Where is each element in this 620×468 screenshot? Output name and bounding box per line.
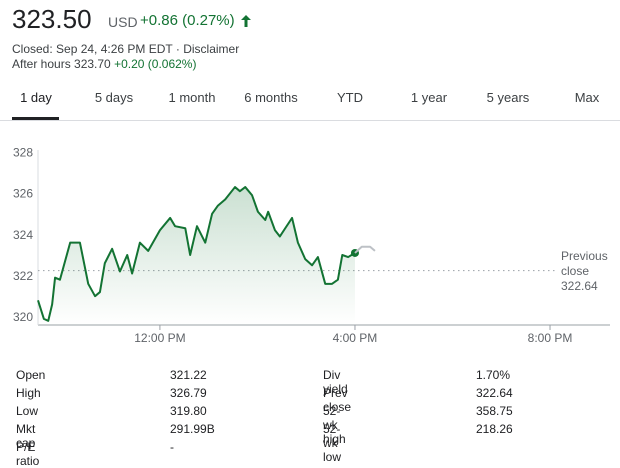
stat-value: 1.70%: [476, 368, 511, 382]
stat-value: 319.80: [170, 404, 207, 418]
range-tab[interactable]: 6 months: [244, 90, 298, 105]
stat-label: Div yield: [323, 368, 348, 396]
y-tick-label: 320: [13, 310, 33, 324]
price-change: +0.86 (0.27%): [140, 12, 235, 29]
stat-label: Prev close: [323, 386, 352, 414]
after-hours-price: After hours 323.70: [12, 57, 111, 71]
previous-close-label: Previous close 322.64: [561, 249, 617, 294]
x-tick-label: 8:00 PM: [528, 331, 573, 345]
stat-label: Open: [16, 368, 46, 382]
stat-label: Mkt cap: [16, 422, 36, 450]
after-hours: After hours 323.70 +0.20 (0.062%): [12, 57, 196, 71]
stat-label: 52-wk low: [323, 422, 342, 464]
y-tick-label: 326: [13, 187, 33, 201]
x-tick-label: 4:00 PM: [333, 331, 378, 345]
x-tick-label: 12:00 PM: [134, 331, 185, 345]
closed-info: Closed: Sep 24, 4:26 PM EDT · Disclaimer: [12, 42, 240, 56]
stat-label: Low: [16, 404, 39, 418]
stat-value: 322.64: [476, 386, 513, 400]
range-tab[interactable]: YTD: [337, 90, 363, 105]
range-tab[interactable]: 1 year: [410, 90, 448, 105]
currency: USD: [108, 14, 138, 30]
y-tick-label: 328: [13, 145, 33, 159]
range-tabs: 1 day 5 days 1 month 6 months YTD 1 year 5 yea…: [0, 80, 620, 121]
previous-close-text: Previous close: [561, 249, 608, 278]
range-tab[interactable]: 5 days: [94, 90, 134, 105]
price-line: [37, 186, 356, 322]
range-tab[interactable]: 5 years: [486, 90, 530, 105]
stat-label: 52-wk high: [323, 404, 346, 446]
up-arrow-icon: [241, 15, 251, 27]
after-hours-change: +0.20 (0.062%): [114, 57, 197, 71]
stat-value: 326.79: [170, 386, 207, 400]
y-tick-label: 322: [13, 269, 33, 283]
active-tab-underline: [12, 117, 59, 120]
range-tab[interactable]: Max: [574, 90, 600, 105]
range-tab[interactable]: 1 day: [20, 90, 52, 105]
area-fill: [38, 187, 355, 325]
range-tab[interactable]: 1 month: [168, 90, 216, 105]
stat-value: -: [170, 440, 174, 454]
stat-value: 291.99B: [170, 422, 215, 436]
stat-value: 358.75: [476, 404, 513, 418]
previous-close-value: 322.64: [561, 279, 598, 293]
stat-value: 218.26: [476, 422, 513, 436]
price-line: [354, 245, 376, 254]
stat-value: 321.22: [170, 368, 207, 382]
y-tick-label: 324: [13, 228, 33, 242]
price: 323.50: [12, 4, 92, 34]
stat-label: High: [16, 386, 41, 400]
